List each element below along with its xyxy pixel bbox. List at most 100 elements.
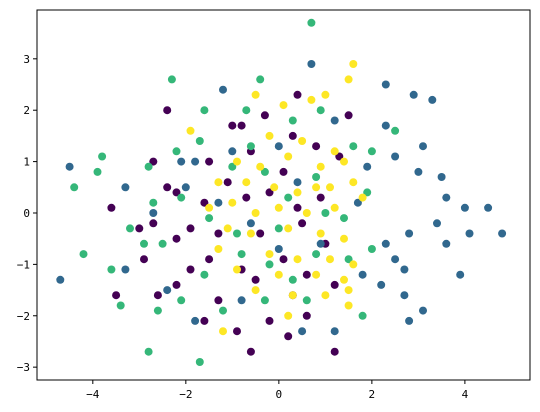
- scatter-point: [260, 111, 269, 120]
- scatter-point: [344, 255, 353, 264]
- scatter-point: [191, 316, 200, 325]
- scatter-point: [274, 203, 283, 212]
- scatter-point: [344, 111, 353, 120]
- scatter-point: [186, 265, 195, 274]
- scatter-point: [465, 229, 474, 238]
- scatter-point: [340, 214, 348, 223]
- scatter-point: [391, 152, 400, 161]
- scatter-point: [484, 203, 493, 212]
- scatter-point: [363, 188, 372, 197]
- scatter-point: [214, 296, 223, 305]
- scatter-point: [284, 332, 293, 341]
- scatter-point: [233, 327, 241, 336]
- scatter-point: [256, 162, 265, 171]
- scatter-point: [330, 280, 339, 289]
- scatter-point: [293, 203, 302, 212]
- scatter-point: [200, 106, 209, 115]
- scatter-point: [223, 224, 232, 233]
- scatter-point: [233, 157, 241, 166]
- scatter-point: [181, 183, 190, 192]
- scatter-point: [246, 229, 255, 238]
- scatter-point: [330, 116, 339, 125]
- scatter-point: [172, 280, 181, 289]
- scatter-point: [312, 270, 321, 279]
- scatter-point: [302, 270, 311, 279]
- scatter-point: [186, 126, 195, 135]
- scatter-point: [312, 183, 321, 192]
- scatter-point: [284, 311, 293, 320]
- scatter-point: [140, 239, 148, 248]
- scatter-point: [242, 106, 251, 115]
- scatter-point: [65, 162, 74, 171]
- scatter-point: [265, 250, 274, 259]
- scatter-point: [419, 142, 427, 151]
- scatter-point: [219, 306, 227, 315]
- scatter-point: [367, 147, 376, 156]
- scatter-point: [228, 121, 237, 130]
- scatter-point: [381, 239, 390, 248]
- scatter-point: [442, 193, 451, 202]
- scatter-point: [228, 198, 237, 207]
- scatter-point: [172, 234, 181, 243]
- scatter-point: [335, 152, 344, 161]
- scatter-point: [260, 296, 269, 305]
- scatter-point: [205, 157, 214, 166]
- scatter-point: [284, 224, 293, 233]
- scatter-point: [172, 147, 181, 156]
- scatter-point: [121, 183, 130, 192]
- scatter-point: [288, 291, 297, 300]
- scatter-point: [135, 224, 144, 233]
- scatter-point: [56, 275, 65, 284]
- scatter-point: [353, 198, 362, 207]
- scatter-point: [288, 275, 297, 284]
- scatter-point: [242, 193, 251, 202]
- scatter-point: [340, 275, 348, 284]
- scatter-point: [293, 188, 302, 197]
- scatter-point: [153, 306, 162, 315]
- scatter-point: [112, 291, 121, 300]
- scatter-point: [498, 229, 507, 238]
- scatter-point: [251, 286, 260, 295]
- scatter-point: [349, 178, 358, 187]
- y-tick-label: 3: [23, 53, 30, 66]
- scatter-point: [326, 183, 334, 192]
- x-tick-label: 2: [369, 388, 376, 401]
- scatter-point: [293, 178, 302, 187]
- scatter-point: [391, 126, 400, 135]
- scatter-point: [246, 142, 255, 151]
- scatter-point: [149, 157, 158, 166]
- scatter-point: [288, 116, 297, 125]
- scatter-point: [326, 255, 334, 264]
- y-tick-label: −3: [17, 361, 30, 374]
- scatter-point: [330, 327, 339, 336]
- scatter-point: [330, 147, 339, 156]
- scatter-point: [298, 219, 307, 228]
- scatter-point: [312, 173, 321, 181]
- scatter-point: [70, 183, 79, 192]
- scatter-point: [298, 137, 307, 145]
- scatter-point: [242, 178, 251, 187]
- scatter-point: [316, 239, 325, 248]
- scatter-point: [98, 152, 107, 161]
- scatter-point: [460, 203, 469, 212]
- x-tick-label: −2: [179, 388, 192, 401]
- scatter-point: [312, 142, 321, 151]
- scatter-point: [195, 358, 204, 366]
- scatter-point: [288, 131, 297, 140]
- scatter-point: [437, 173, 446, 181]
- scatter-point: [144, 347, 153, 356]
- scatter-point: [200, 198, 209, 207]
- scatter-point: [246, 219, 255, 228]
- scatter-point: [330, 203, 339, 212]
- scatter-point: [433, 219, 441, 228]
- scatter-point: [363, 162, 372, 171]
- scatter-point: [223, 178, 232, 187]
- scatter-point: [214, 198, 223, 207]
- x-tick-label: −4: [86, 388, 100, 401]
- scatter-point: [163, 106, 172, 115]
- scatter-point: [321, 209, 330, 217]
- scatter-point: [316, 106, 325, 115]
- scatter-point: [414, 167, 423, 176]
- scatter-point: [144, 162, 153, 171]
- scatter-point: [409, 90, 418, 99]
